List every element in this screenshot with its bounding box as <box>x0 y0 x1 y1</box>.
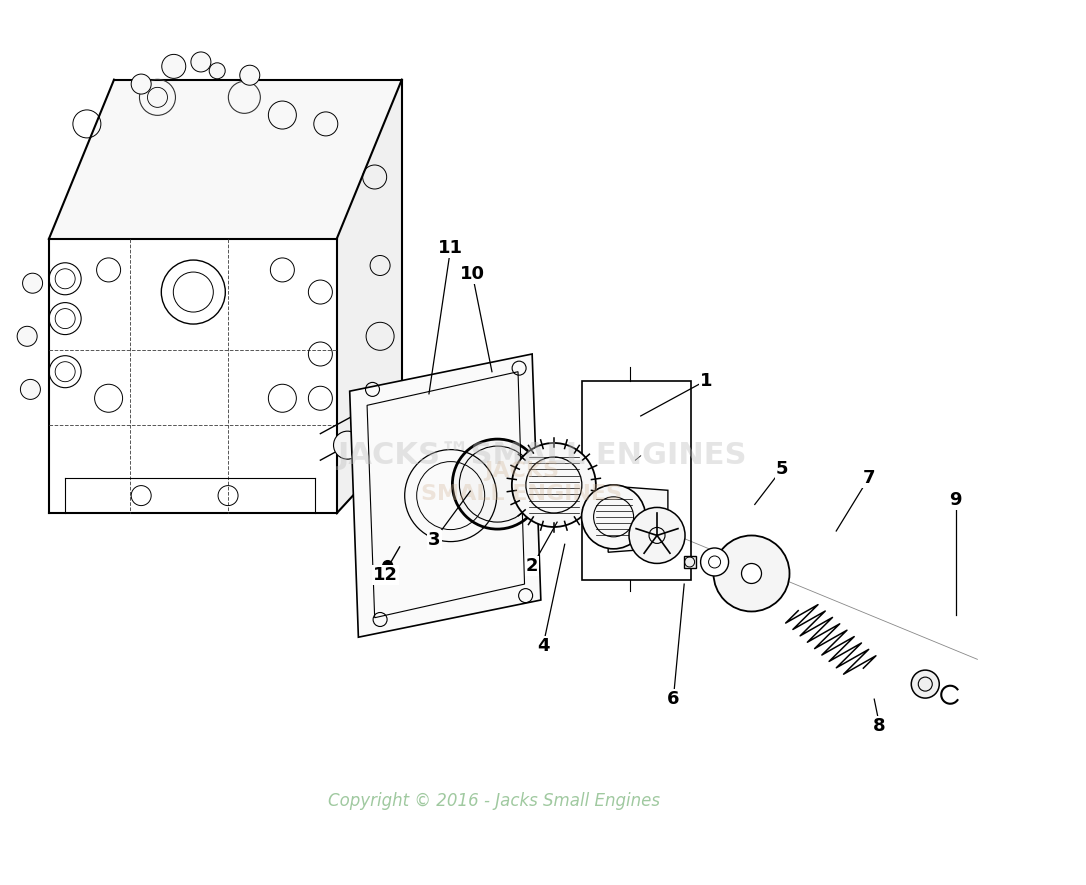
Circle shape <box>333 431 362 459</box>
Polygon shape <box>49 239 337 513</box>
Polygon shape <box>49 80 402 239</box>
Text: 4: 4 <box>536 637 550 655</box>
Circle shape <box>742 564 761 583</box>
Circle shape <box>162 54 186 79</box>
Text: 2: 2 <box>526 558 539 575</box>
Circle shape <box>714 535 790 612</box>
Text: 5: 5 <box>775 460 788 478</box>
Circle shape <box>629 507 685 564</box>
Text: 1: 1 <box>699 372 712 389</box>
Bar <box>683 556 696 568</box>
Circle shape <box>911 670 939 698</box>
Text: 10: 10 <box>459 266 485 283</box>
Text: 7: 7 <box>862 469 875 487</box>
Circle shape <box>131 74 151 94</box>
Text: 9: 9 <box>949 491 962 509</box>
Text: JACKS
SMALL ENGINES: JACKS SMALL ENGINES <box>420 461 622 504</box>
Circle shape <box>191 52 211 72</box>
Circle shape <box>382 560 393 571</box>
Text: JACKS™SMALL ENGINES: JACKS™SMALL ENGINES <box>338 442 748 470</box>
Polygon shape <box>350 354 541 637</box>
Text: Copyright © 2016 - Jacks Small Engines: Copyright © 2016 - Jacks Small Engines <box>328 792 660 810</box>
Circle shape <box>210 63 225 79</box>
Circle shape <box>23 273 42 293</box>
Circle shape <box>512 443 596 527</box>
Text: 6: 6 <box>667 690 680 708</box>
Polygon shape <box>337 80 402 513</box>
Text: 3: 3 <box>428 531 441 549</box>
Circle shape <box>700 548 729 576</box>
Polygon shape <box>608 486 668 552</box>
Circle shape <box>17 327 37 346</box>
Text: 11: 11 <box>438 239 464 257</box>
Text: 12: 12 <box>372 566 399 584</box>
Text: 8: 8 <box>873 717 886 735</box>
Circle shape <box>582 485 645 549</box>
Circle shape <box>240 65 260 85</box>
Circle shape <box>453 439 542 529</box>
Circle shape <box>21 380 40 399</box>
